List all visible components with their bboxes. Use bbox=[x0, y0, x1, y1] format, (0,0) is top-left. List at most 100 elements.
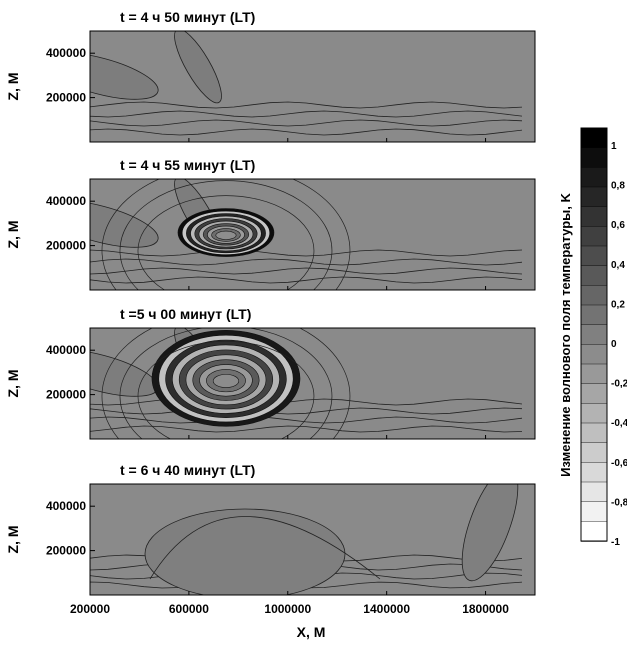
contour-line bbox=[90, 258, 523, 266]
halo-contour bbox=[119, 180, 333, 290]
perturbation-ring bbox=[215, 230, 237, 240]
y-tick-label: 400000 bbox=[46, 46, 86, 60]
contour-line bbox=[90, 398, 523, 406]
contour-lobe bbox=[174, 31, 222, 104]
y-axis-label: Z, M bbox=[5, 221, 21, 249]
contour-line bbox=[90, 119, 523, 127]
colorbar-tick-label: 0,6 bbox=[611, 220, 625, 231]
colorbar-cells bbox=[580, 127, 608, 542]
contour-line bbox=[90, 407, 523, 415]
colorbar-tick-label: 0,4 bbox=[611, 260, 625, 271]
colorbar-tick-label: -1 bbox=[611, 537, 620, 548]
contour-line bbox=[90, 101, 523, 109]
y-axis-label: Z, M bbox=[5, 370, 21, 398]
panel-1: t = 4 ч 50 минут (LT) 200000 400000 Z, M bbox=[5, 9, 536, 143]
colorbar-tick-label: -0,4 bbox=[611, 418, 627, 429]
colorbar-tick-label: 1 bbox=[611, 141, 617, 152]
panel-title: t = 6 ч 40 минут (LT) bbox=[120, 462, 255, 478]
colorbar-tick-label: 0,8 bbox=[611, 181, 625, 192]
colorbar-cell bbox=[580, 501, 608, 523]
contour-lobe bbox=[90, 52, 159, 100]
x-tick-label: 200000 bbox=[70, 602, 110, 616]
plot-area bbox=[90, 179, 535, 290]
perturbation-ring bbox=[212, 374, 240, 388]
colorbar-cell bbox=[580, 206, 608, 228]
plot-frame bbox=[89, 178, 536, 291]
x-tick-label: 1800000 bbox=[462, 602, 509, 616]
colorbar-cell bbox=[580, 422, 608, 444]
colorbar-cell bbox=[580, 403, 608, 424]
y-axis-label: Z, M bbox=[5, 73, 21, 101]
colorbar-cell bbox=[580, 245, 608, 267]
colorbar-cell bbox=[580, 324, 608, 346]
y-tick-label: 200000 bbox=[46, 544, 86, 558]
colorbar-cell bbox=[580, 265, 608, 287]
plot-area bbox=[90, 31, 535, 142]
y-tick-label: 400000 bbox=[46, 343, 86, 357]
colorbar-cell bbox=[580, 167, 608, 188]
panel-title: t = 4 ч 55 минут (LT) bbox=[120, 157, 255, 173]
plot-frame bbox=[89, 483, 536, 596]
contour-layer bbox=[90, 179, 523, 290]
plot-frame bbox=[89, 30, 536, 143]
x-tick-label: 600000 bbox=[169, 602, 209, 616]
wave-arc bbox=[149, 516, 381, 580]
contour-line bbox=[90, 110, 523, 118]
colorbar-cell bbox=[580, 226, 608, 247]
halo-contour bbox=[101, 179, 351, 290]
contour-layer bbox=[90, 31, 523, 136]
colorbar-cell bbox=[580, 521, 608, 542]
colorbar-cell bbox=[580, 383, 608, 405]
contour-line bbox=[90, 128, 523, 136]
contour-lobe bbox=[461, 484, 519, 582]
contour-line bbox=[90, 276, 523, 284]
y-tick-label: 200000 bbox=[46, 388, 86, 402]
halo-contour bbox=[101, 328, 351, 439]
colorbar-cell bbox=[580, 186, 608, 208]
halo-contour bbox=[137, 195, 315, 290]
colorbar-cell bbox=[580, 304, 608, 326]
colorbar-tick-label: -0,8 bbox=[611, 497, 627, 508]
colorbar-tick-label: 0,2 bbox=[611, 299, 625, 310]
colorbar-cell bbox=[580, 147, 608, 169]
colorbar-cell bbox=[580, 442, 608, 464]
halo-contour bbox=[119, 328, 333, 439]
x-tick-label: 1000000 bbox=[264, 602, 311, 616]
colorbar-cell bbox=[580, 462, 608, 483]
y-axis-label: Z, M bbox=[5, 526, 21, 554]
colorbar-cell bbox=[580, 127, 608, 149]
colorbar-tick-label: 0 bbox=[611, 339, 617, 350]
colorbar-tick-label: -0,6 bbox=[611, 458, 627, 469]
x-axis-label: X, M bbox=[297, 624, 326, 640]
contour-line bbox=[90, 425, 523, 433]
x-tick-label: 1400000 bbox=[363, 602, 410, 616]
contour-layer bbox=[90, 328, 523, 439]
plot-frame bbox=[89, 327, 536, 440]
colorbar-tick-label: -0,2 bbox=[611, 379, 627, 390]
panel-2: t = 4 ч 55 минут (LT) 200000 400000 Z, M bbox=[5, 157, 536, 291]
contour-line bbox=[90, 267, 523, 275]
colorbar-cell bbox=[580, 363, 608, 385]
colorbar-label: Изменение волнового поля температуры, K bbox=[558, 193, 573, 477]
contour-lobe bbox=[144, 508, 346, 595]
contour-layer bbox=[90, 484, 523, 595]
contour-lobe bbox=[90, 200, 159, 248]
colorbar: 1 0,8 0,6 0,4 0,2 0 -0,2 -0,4 -0,6 -0,8 -1 Изменен… bbox=[558, 127, 627, 548]
y-tick-label: 200000 bbox=[46, 239, 86, 253]
colorbar-cell bbox=[580, 481, 608, 503]
panel-4: t = 6 ч 40 минут (LT) 200000 400000 Z, M 200… bbox=[5, 462, 536, 616]
panel-title: t = 4 ч 50 минут (LT) bbox=[120, 9, 255, 25]
contour-line bbox=[90, 249, 523, 257]
y-tick-label: 400000 bbox=[46, 194, 86, 208]
colorbar-frame bbox=[580, 127, 608, 542]
colorbar-cell bbox=[580, 344, 608, 365]
panel-3: t =5 ч 00 минут (LT) 200000 400000 Z, M bbox=[5, 306, 536, 440]
colorbar-cell bbox=[580, 285, 608, 306]
colorbar-ticks: 1 0,8 0,6 0,4 0,2 0 -0,2 -0,4 -0,6 -0,8 -1 bbox=[611, 141, 627, 548]
panel-title: t =5 ч 00 минут (LT) bbox=[120, 306, 251, 322]
y-tick-label: 200000 bbox=[46, 91, 86, 105]
y-tick-label: 400000 bbox=[46, 499, 86, 513]
halo-contour bbox=[137, 340, 315, 439]
